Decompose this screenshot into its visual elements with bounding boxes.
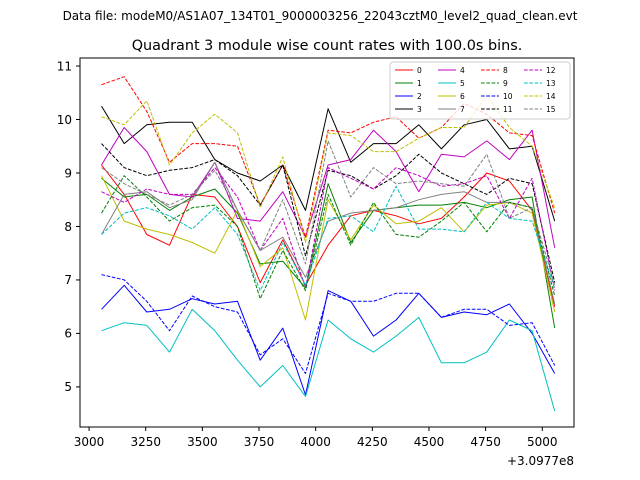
series-line-14 bbox=[101, 94, 556, 243]
series-line-3 bbox=[101, 105, 556, 222]
legend-label: 9 bbox=[503, 79, 508, 88]
legend-box bbox=[389, 61, 571, 120]
legend-label: 0 bbox=[417, 66, 422, 75]
x-tick-label: 4750 bbox=[470, 435, 501, 449]
legend-label: 3 bbox=[417, 105, 422, 114]
series-line-10 bbox=[101, 274, 556, 374]
x-tick-label: 4500 bbox=[414, 435, 445, 449]
x-tick-label: 4000 bbox=[300, 435, 331, 449]
figure-suptitle: Data file: modeM0/AS1A07_134T01_90000032… bbox=[63, 9, 578, 23]
x-tick-label: 4250 bbox=[357, 435, 388, 449]
legend-label: 2 bbox=[417, 92, 422, 101]
series-line-2 bbox=[101, 284, 556, 396]
x-axis-ticks: 3000 3250 3500 3750 4000 4250 4500 4750 5000 bbox=[74, 427, 558, 449]
y-tick-label: 7 bbox=[64, 273, 72, 287]
series-line-12 bbox=[101, 167, 556, 291]
x-axis-offset-label: +3.0977e8 bbox=[507, 454, 574, 468]
y-tick-label: 8 bbox=[64, 220, 72, 234]
series-line-6 bbox=[101, 175, 556, 321]
legend-label: 11 bbox=[503, 105, 513, 114]
legend-label: 12 bbox=[546, 66, 556, 75]
legend-label: 4 bbox=[460, 66, 465, 75]
series-lines bbox=[101, 76, 556, 412]
legend-label: 15 bbox=[546, 105, 556, 114]
legend-label: 13 bbox=[546, 79, 556, 88]
series-line-7 bbox=[101, 161, 556, 305]
y-axis-ticks: 5 6 7 8 9 10 11 bbox=[57, 59, 80, 394]
y-tick-label: 10 bbox=[57, 113, 72, 127]
x-tick-label: 3000 bbox=[74, 435, 105, 449]
y-tick-label: 9 bbox=[64, 166, 72, 180]
series-line-13 bbox=[101, 185, 556, 292]
legend-label: 6 bbox=[460, 92, 465, 101]
legend-label: 7 bbox=[460, 105, 465, 114]
series-line-9 bbox=[101, 175, 556, 300]
series-line-8 bbox=[101, 76, 556, 238]
axes-frame bbox=[79, 57, 575, 428]
legend-label: 14 bbox=[546, 92, 556, 101]
series-line-5 bbox=[101, 308, 556, 412]
x-tick-label: 3250 bbox=[130, 435, 161, 449]
y-tick-label: 11 bbox=[57, 59, 72, 73]
legend-label: 1 bbox=[417, 79, 422, 88]
series-line-11 bbox=[101, 143, 556, 283]
x-tick-label: 3500 bbox=[187, 435, 218, 449]
y-tick-label: 6 bbox=[64, 327, 72, 341]
y-tick-label: 5 bbox=[64, 380, 72, 394]
legend-label: 8 bbox=[503, 66, 508, 75]
x-tick-label: 3750 bbox=[244, 435, 275, 449]
series-line-4 bbox=[101, 127, 556, 248]
series-line-1 bbox=[101, 177, 556, 329]
x-tick-label: 5000 bbox=[527, 435, 558, 449]
series-line-0 bbox=[101, 164, 556, 307]
chart-title: Quadrant 3 module wise count rates with … bbox=[132, 38, 523, 54]
legend-label: 5 bbox=[460, 79, 465, 88]
series-line-15 bbox=[101, 140, 556, 286]
legend-label: 10 bbox=[503, 92, 513, 101]
